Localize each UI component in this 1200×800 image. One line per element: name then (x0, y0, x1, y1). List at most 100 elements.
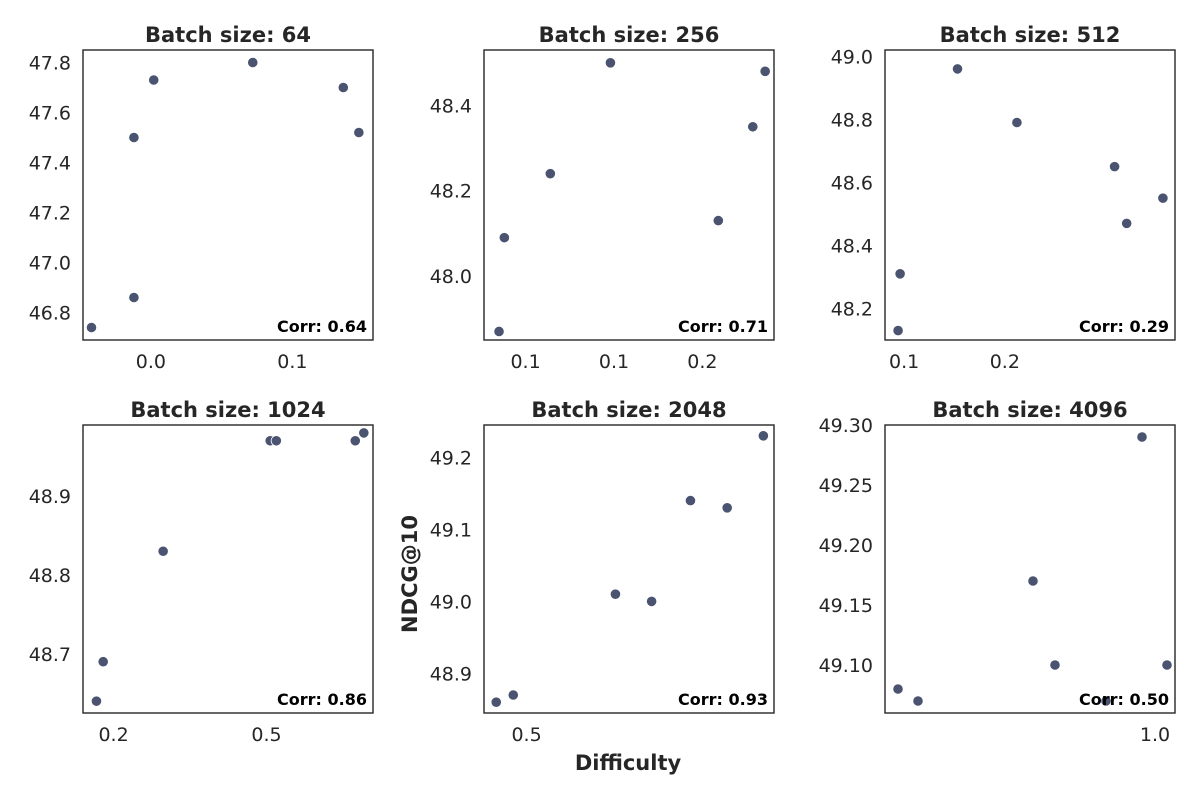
x-tick-label: 0.1 (277, 351, 307, 373)
data-point (157, 545, 169, 557)
data-point (609, 588, 622, 600)
x-tick-label: 0.2 (98, 724, 128, 746)
y-tick-label: 49.0 (831, 46, 873, 68)
data-point (892, 683, 904, 695)
x-tick-label: 0.5 (251, 724, 281, 746)
data-point (97, 656, 109, 668)
data-point (1049, 659, 1061, 671)
y-tick-label: 48.8 (29, 565, 71, 587)
y-tick-label: 48.2 (430, 181, 472, 203)
x-axis-label: Difficulty (575, 751, 682, 775)
subplot-title: Batch size: 4096 (932, 398, 1127, 422)
data-point (759, 65, 771, 77)
subplot-6: Batch size: 4096 49.10 49.15 49.20 49.25 49.3… (819, 398, 1176, 746)
plot-frame (483, 49, 775, 341)
data-point (128, 291, 140, 304)
x-tick-label: 0.1 (510, 351, 540, 373)
data-point (1100, 695, 1112, 707)
data-point (349, 435, 361, 447)
x-tick-label: 1.0 (1140, 724, 1170, 746)
data-point (1027, 575, 1039, 587)
plot-frame (483, 424, 775, 714)
data-point (747, 121, 759, 133)
data-point (490, 696, 502, 708)
plot-frame (82, 49, 374, 341)
data-point (507, 689, 519, 701)
y-tick-label: 47.6 (29, 103, 71, 125)
data-point (1121, 217, 1133, 229)
data-point (85, 321, 98, 334)
y-tick-label: 48.4 (831, 235, 873, 257)
correlation-annotation: Corr: 0.29 (1079, 317, 1169, 336)
data-point (712, 214, 724, 227)
y-tick-label: 49.25 (819, 475, 873, 497)
data-point (493, 325, 505, 338)
subplot-title: Batch size: 256 (539, 23, 720, 47)
y-tick-label: 49.1 (430, 519, 472, 541)
y-axis-label: NDCG@10 (398, 515, 422, 633)
y-tick-label: 48.9 (430, 663, 472, 685)
plot-frame (884, 49, 1176, 341)
y-tick-label: 49.10 (819, 655, 873, 677)
y-tick-label: 47.4 (29, 153, 71, 175)
x-tick-label: 0.5 (511, 724, 541, 746)
data-point (353, 126, 365, 139)
data-point (358, 427, 370, 439)
y-tick-label: 48.8 (831, 109, 873, 131)
y-tick-label: 49.15 (819, 595, 873, 617)
data-point (498, 232, 510, 244)
y-tick-label: 49.20 (819, 535, 873, 557)
x-tick-label: 0.2 (687, 351, 717, 373)
correlation-annotation: Corr: 0.93 (678, 690, 768, 709)
subplot-5: Batch size: 2048 48.9 49.0 49.1 49.2 0.5 Corr:… (430, 398, 775, 746)
data-point (128, 131, 140, 144)
y-tick-label: 48.2 (831, 298, 873, 320)
plot-frame (82, 424, 374, 714)
y-tick-label: 48.0 (430, 266, 472, 288)
data-point (1136, 431, 1148, 443)
y-tick-label: 48.4 (430, 95, 472, 117)
y-tick-label: 47.0 (29, 253, 71, 275)
data-point (646, 595, 658, 608)
plot-frame (884, 424, 1176, 714)
y-tick-label: 48.7 (29, 644, 71, 666)
subplot-4: Batch size: 1024 48.7 48.8 48.9 0.2 0.5 Corr: … (29, 398, 374, 746)
subplot-2: Batch size: 256 48.0 48.2 48.4 0.1 0.1 0.2 Corr… (430, 23, 775, 373)
data-point (684, 494, 697, 507)
data-point (544, 168, 556, 180)
data-point (892, 324, 904, 337)
y-tick-label: 49.0 (430, 591, 472, 613)
y-tick-label: 47.2 (29, 203, 71, 225)
data-point (604, 57, 617, 69)
subplot-title: Batch size: 64 (145, 23, 311, 47)
subplot-title: Batch size: 2048 (531, 398, 726, 422)
x-tick-label: 0.0 (136, 351, 166, 373)
x-tick-label: 0.1 (599, 351, 629, 373)
data-point (148, 74, 160, 86)
data-point (90, 695, 103, 707)
data-point (1108, 161, 1121, 173)
y-tick-label: 46.8 (29, 303, 71, 325)
x-tick-label: 0.2 (990, 351, 1020, 373)
subplot-title: Batch size: 1024 (130, 398, 325, 422)
y-tick-label: 48.9 (29, 486, 71, 508)
subplot-3: Batch size: 512 48.2 48.4 48.6 48.8 49.0 0.1 0.… (831, 23, 1176, 373)
correlation-annotation: Corr: 0.86 (277, 690, 367, 709)
data-point (1011, 116, 1023, 129)
y-tick-label: 47.8 (29, 53, 71, 75)
data-point (270, 435, 282, 447)
x-tick-label: 0.1 (889, 351, 919, 373)
subplot-grid: Batch size: 64 46.8 47.0 47.2 47.4 47.6 47.8 0.… (29, 23, 1176, 746)
subplot-1: Batch size: 64 46.8 47.0 47.2 47.4 47.6 47.8 0.… (29, 23, 374, 373)
data-point (337, 81, 349, 94)
y-tick-label: 49.30 (819, 415, 873, 437)
y-tick-label: 49.2 (430, 447, 472, 469)
data-point (757, 430, 769, 442)
data-point (721, 502, 733, 514)
correlation-annotation: Corr: 0.64 (277, 317, 367, 336)
data-point (1157, 192, 1169, 204)
data-point (951, 63, 964, 75)
correlation-annotation: Corr: 0.50 (1079, 690, 1169, 709)
data-point (1161, 659, 1173, 671)
